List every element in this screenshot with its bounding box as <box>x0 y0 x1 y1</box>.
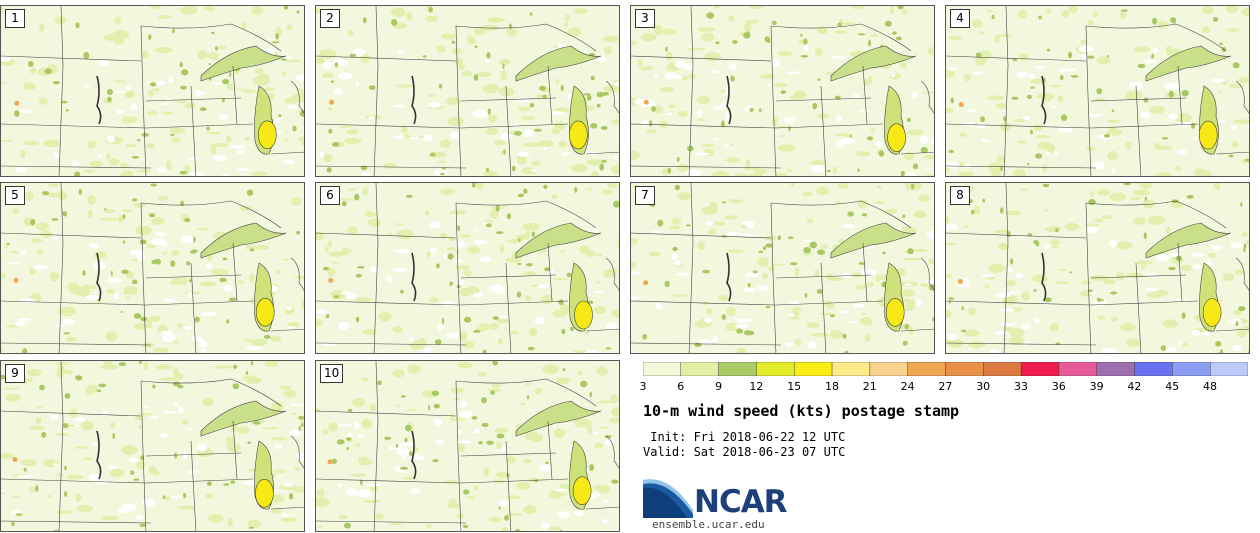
colorbar-tick-label: 36 <box>1051 380 1066 393</box>
init-time: Init: Fri 2018-06-22 12 UTC <box>643 430 846 444</box>
postage-stamp-panel-8: 8 <box>945 182 1250 354</box>
map-canvas <box>316 6 619 176</box>
panel-label: 2 <box>320 9 340 28</box>
colorbar-tick-label: 45 <box>1165 380 1180 393</box>
colorbar-segment <box>643 362 682 376</box>
postage-stamp-panel-5: 5 <box>0 182 305 354</box>
colorbar-segment <box>1096 362 1135 376</box>
colorbar-segment <box>794 362 833 376</box>
panel-label: 10 <box>320 364 344 383</box>
panel-label: 1 <box>5 9 25 28</box>
map-canvas <box>316 361 619 531</box>
colorbar-tick-label: 39 <box>1089 380 1104 393</box>
colorbar <box>643 362 1248 376</box>
colorbar-segment <box>680 362 719 376</box>
panel-label: 9 <box>5 364 25 383</box>
map-canvas <box>631 6 934 176</box>
colorbar-segment <box>1172 362 1211 376</box>
colorbar-tick-label: 3 <box>639 380 647 393</box>
map-canvas <box>1 6 304 176</box>
postage-stamp-panel-4: 4 <box>945 5 1250 177</box>
map-canvas <box>631 183 934 353</box>
colorbar-segment <box>1020 362 1060 376</box>
colorbar-tick-label: 24 <box>900 380 915 393</box>
colorbar-tick-label: 48 <box>1203 380 1217 393</box>
postage-stamp-panel-2: 2 <box>315 5 620 177</box>
colorbar-tick-label: 30 <box>976 380 991 393</box>
colorbar-tick-label: 33 <box>1014 380 1028 393</box>
colorbar-segment <box>1134 362 1173 376</box>
colorbar-segment <box>983 362 1022 376</box>
map-canvas <box>946 183 1249 353</box>
colorbar-tick-label: 15 <box>787 380 802 393</box>
postage-stamp-panel-3: 3 <box>630 5 935 177</box>
colorbar-segment <box>1058 362 1097 376</box>
colorbar-tick-label: 21 <box>862 380 877 393</box>
colorbar-tick-label: 27 <box>938 380 953 393</box>
colorbar-segment <box>831 362 871 376</box>
colorbar-tick-label: 6 <box>677 380 685 393</box>
ncar-logo-icon <box>643 479 693 518</box>
colorbar-segment <box>1209 362 1248 376</box>
panel-label: 3 <box>635 9 655 28</box>
postage-stamp-panel-9: 9 <box>0 360 305 532</box>
panel-label: 4 <box>950 9 970 28</box>
colorbar-segment <box>907 362 946 376</box>
map-canvas <box>316 183 619 353</box>
colorbar-tick-label: 18 <box>825 380 839 393</box>
figure-title: 10-m wind speed (kts) postage stamp <box>643 402 960 420</box>
postage-stamp-panel-6: 6 <box>315 182 620 354</box>
panel-label: 6 <box>320 186 340 205</box>
colorbar-tick-label: 12 <box>749 380 764 393</box>
logo-url: ensemble.ucar.edu <box>652 518 765 531</box>
colorbar-segment <box>869 362 908 376</box>
valid-time: Valid: Sat 2018-06-23 07 UTC <box>643 445 846 459</box>
map-canvas <box>1 183 304 353</box>
map-canvas <box>1 361 304 531</box>
panel-label: 5 <box>5 186 25 205</box>
panel-label: 8 <box>950 186 970 205</box>
ncar-logo-text: NCAR <box>694 484 788 520</box>
postage-stamp-panel-1: 1 <box>0 5 305 177</box>
postage-stamp-panel-10: 10 <box>315 360 620 532</box>
map-canvas <box>946 6 1249 176</box>
panel-label: 7 <box>635 186 655 205</box>
colorbar-segment <box>945 362 984 376</box>
colorbar-segment <box>718 362 757 376</box>
colorbar-tick-label: 9 <box>715 380 723 393</box>
postage-stamp-panel-7: 7 <box>630 182 935 354</box>
colorbar-tick-label: 42 <box>1127 380 1142 393</box>
colorbar-segment <box>756 362 795 376</box>
